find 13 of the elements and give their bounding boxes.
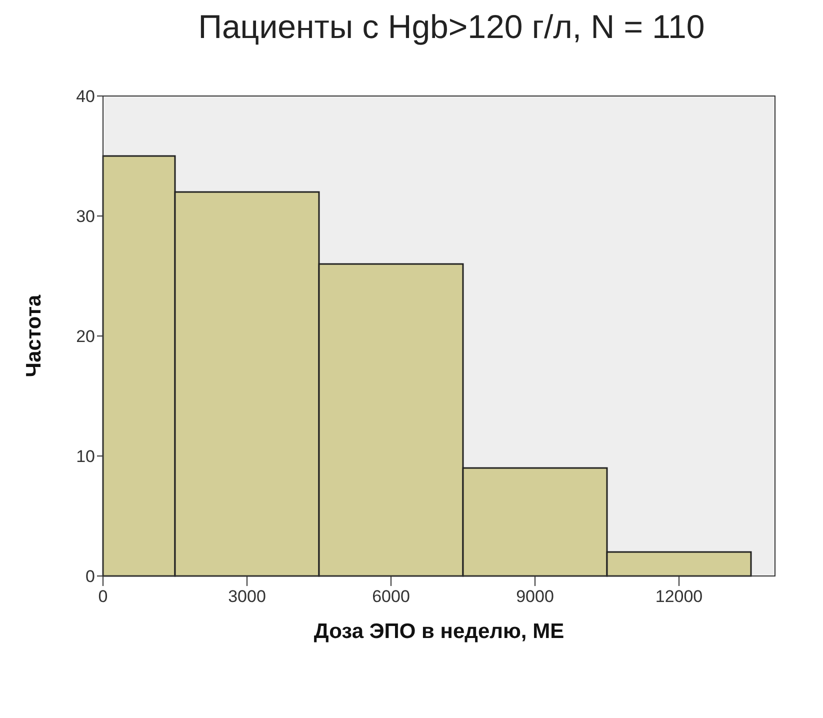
y-tick-label: 30 [76,207,95,226]
y-tick-label: 10 [76,447,95,466]
y-axis-title: Частота [22,294,46,378]
x-tick-label: 9000 [516,587,554,606]
y-tick-label: 40 [76,87,95,106]
y-tick-label: 0 [86,567,95,586]
y-tick-label: 20 [76,327,95,346]
x-tick-label: 0 [98,587,108,606]
chart-title: Пациенты с Hgb>120 г/л, N = 110 [197,8,706,46]
x-axis-title: Доза ЭПО в неделю, МЕ [314,620,564,643]
x-tick-label: 12000 [655,587,703,606]
x-tick-label: 6000 [372,587,410,606]
x-tick-label: 3000 [228,587,266,606]
